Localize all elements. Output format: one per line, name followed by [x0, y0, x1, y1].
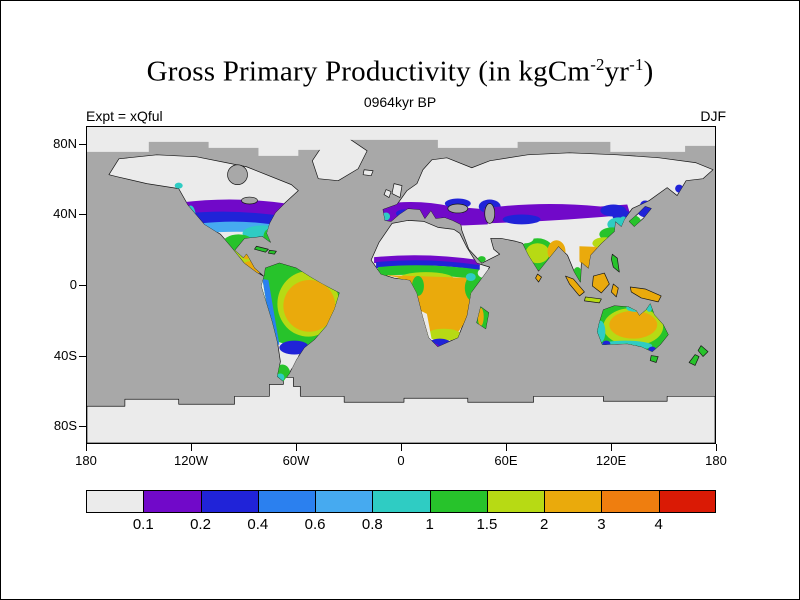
- lat-tick-label: 0: [69, 277, 77, 292]
- lon-tick-label: 60W: [282, 453, 310, 468]
- arctic-sea-ice: [87, 127, 715, 156]
- colorbar-label: 4: [654, 516, 663, 533]
- colorbar-label: 1.5: [476, 516, 498, 533]
- season-label: DJF: [700, 108, 726, 124]
- map-plot-area: [86, 126, 716, 444]
- title-superscript-2: -2: [590, 55, 605, 74]
- colorbar-segment: [86, 490, 145, 513]
- colorbar-label: 0.8: [361, 516, 383, 533]
- black-sea: [447, 203, 469, 214]
- lon-tick-label: 0: [397, 453, 405, 468]
- lon-tick-mark: [506, 444, 507, 451]
- lat-tick-label: 80N: [53, 135, 77, 151]
- island-sulawesi: [610, 283, 619, 298]
- colorbar-label: 1: [425, 516, 434, 533]
- experiment-label: Expt = xQful: [86, 108, 163, 124]
- island-cuba: [254, 245, 269, 253]
- colorbar-label: 0.6: [304, 516, 326, 533]
- lat-tick-label: 40S: [53, 347, 77, 363]
- lat-tick-mark: [79, 426, 86, 428]
- colorbar-label: 0.1: [132, 516, 154, 533]
- land-iceland: [362, 169, 374, 177]
- colorbar: [86, 490, 716, 513]
- colorbar-segment: [372, 490, 431, 513]
- title-suffix: ): [643, 55, 654, 88]
- islands: [254, 245, 709, 366]
- land-antarctica: [87, 377, 715, 443]
- caspian-sea: [484, 203, 496, 224]
- lat-tick-mark: [79, 355, 86, 357]
- island-tasmania: [649, 355, 659, 363]
- lat-tick-label: 40N: [53, 206, 77, 222]
- lon-tick-label: 120E: [595, 453, 627, 468]
- great-lakes: [241, 196, 258, 205]
- lon-tick-mark: [86, 444, 87, 451]
- colorbar-segment: [429, 490, 488, 513]
- colorbar-segment: [486, 490, 546, 513]
- lon-tick-label: 60E: [494, 453, 518, 468]
- island-hispaniola: [268, 249, 277, 255]
- figure-subtitle: 0964kyr BP: [363, 94, 437, 110]
- island-new-zealand-south: [688, 354, 700, 366]
- island-java: [584, 296, 602, 304]
- lon-tick-mark: [716, 444, 717, 451]
- colorbar-segment: [257, 490, 317, 513]
- land-britain: [391, 183, 403, 198]
- colorbar-segment: [544, 490, 603, 513]
- title-prefix: Gross Primary Productivity (in kgCm: [146, 55, 591, 88]
- lon-tick-mark: [401, 444, 402, 451]
- lon-tick-label: 180: [705, 453, 727, 468]
- island-new-guinea: [629, 286, 662, 303]
- colorbar-segment: [143, 490, 202, 513]
- lat-tick-mark: [79, 285, 86, 286]
- lat-tick-mark: [79, 143, 86, 145]
- colorbar-segment: [200, 490, 259, 513]
- lon-tick-mark: [611, 444, 612, 451]
- lon-tick-mark: [191, 444, 192, 451]
- hudson-bay: [227, 164, 248, 185]
- colorbar-label: 3: [597, 516, 606, 533]
- lon-tick-label: 180: [75, 453, 97, 468]
- lon-tick-label: 120W: [174, 453, 208, 468]
- island-sri-lanka: [535, 273, 542, 283]
- colorbar-label: 0.4: [247, 516, 269, 533]
- island-new-zealand-north: [697, 345, 709, 357]
- figure-title: Gross Primary Productivity (in kgCm-2yr-…: [1, 55, 799, 89]
- title-superscript-1: -1: [629, 55, 644, 74]
- island-philippines: [610, 253, 620, 273]
- lon-tick-mark: [296, 444, 297, 451]
- inland-seas: [227, 164, 496, 224]
- lat-tick-label: 80S: [53, 418, 77, 434]
- title-mid: yr: [604, 55, 630, 88]
- island-sumatra: [565, 275, 585, 297]
- colorbar-label: 0.2: [190, 516, 211, 533]
- colorbar-segment: [658, 490, 716, 513]
- land-ireland: [383, 189, 392, 198]
- colorbar-segment: [601, 490, 660, 513]
- island-borneo: [592, 272, 610, 294]
- world-map-svg: [87, 127, 715, 443]
- colorbar-label: 2: [540, 516, 549, 533]
- lat-tick-mark: [79, 214, 86, 216]
- colorbar-segment: [315, 490, 374, 513]
